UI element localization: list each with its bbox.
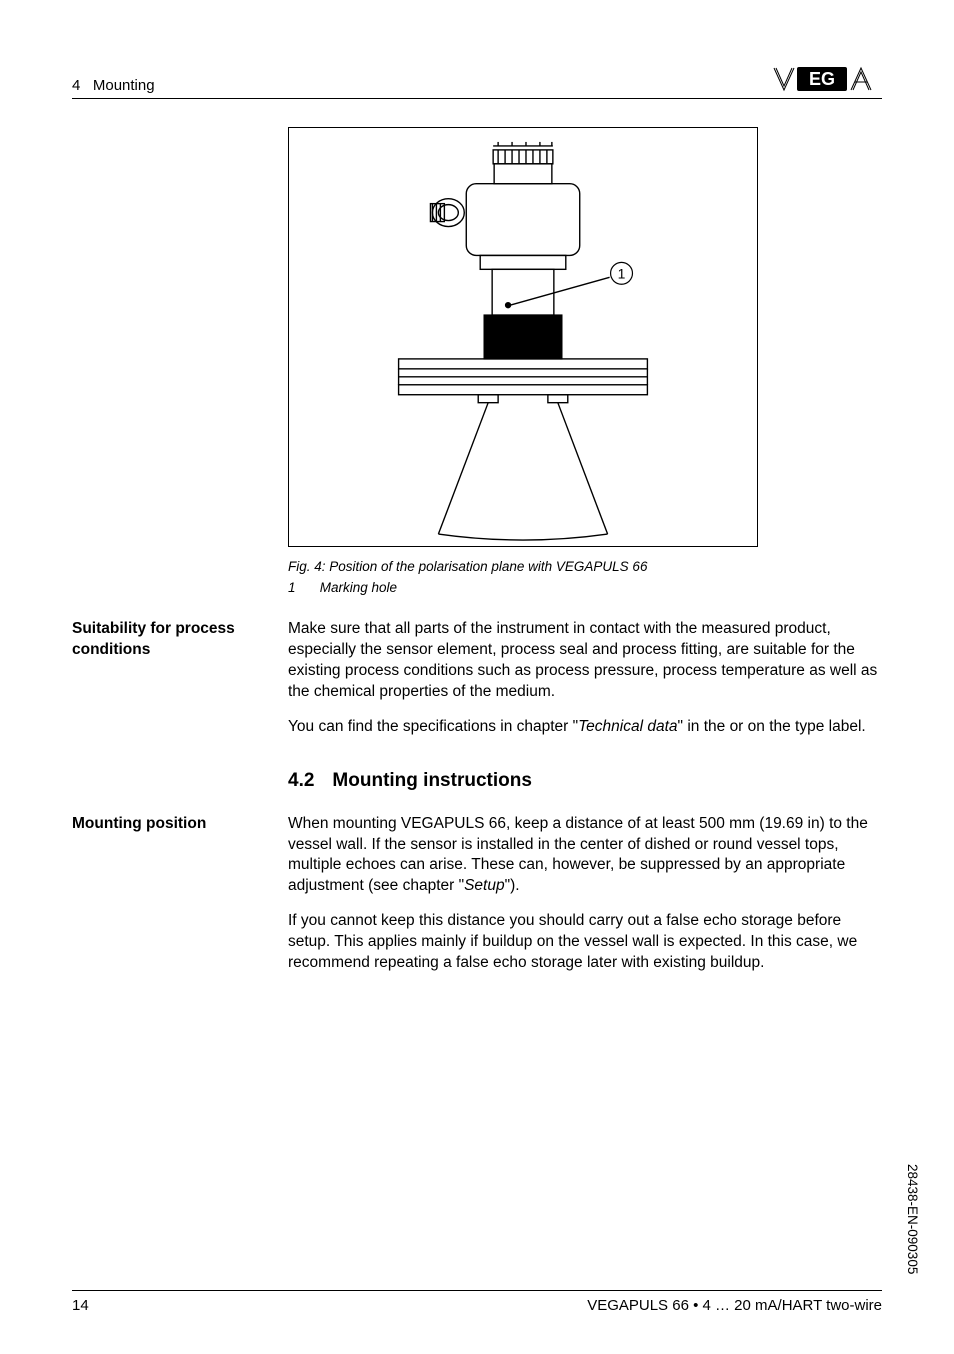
heading-4-2-num: 4.2 [288, 770, 314, 792]
para-suitability-1: Make sure that all parts of the instrume… [288, 619, 882, 703]
sidehead-mounting-position: Mounting position [72, 814, 288, 988]
figure-legend: 1 Marking hole [288, 580, 882, 595]
header-section-number: 4 [72, 77, 80, 94]
header-section: 4 Mounting [72, 77, 155, 94]
footer-page-number: 14 [72, 1297, 89, 1314]
footer-doc-title: VEGAPULS 66 • 4 … 20 mA/HART two-wire [587, 1297, 882, 1314]
page-header: 4 Mounting EG [72, 64, 882, 99]
sidehead-suitability: Suitability for process conditions [72, 619, 288, 752]
page-footer: 14 VEGAPULS 66 • 4 … 20 mA/HART two-wire [72, 1290, 882, 1314]
vega-logo: EG [772, 64, 882, 94]
figure-legend-text: Marking hole [320, 580, 397, 595]
figure-4-illustration: 1 [288, 127, 758, 547]
figure-legend-num: 1 [288, 580, 316, 595]
body-suitability: Make sure that all parts of the instrume… [288, 619, 882, 752]
para-suitability-2: You can find the specifications in chapt… [288, 717, 882, 738]
header-section-title: Mounting [93, 77, 155, 94]
heading-4-2-title: Mounting instructions [332, 770, 531, 791]
term-setup: Setup [464, 877, 505, 894]
para-mounting-1: When mounting VEGAPULS 66, keep a distan… [288, 814, 882, 898]
para-mounting-2: If you cannot keep this distance you sho… [288, 911, 882, 974]
figure-caption: Fig. 4: Position of the polarisation pla… [288, 559, 882, 574]
body-mounting-position: When mounting VEGAPULS 66, keep a distan… [288, 814, 882, 988]
heading-4-2: 4.2 Mounting instructions [288, 770, 882, 792]
doc-id-vertical: 28438-EN-090305 [905, 1164, 920, 1274]
svg-text:EG: EG [809, 69, 835, 89]
term-technical-data: Technical data [578, 718, 677, 735]
figure-callout-1: 1 [618, 265, 626, 281]
